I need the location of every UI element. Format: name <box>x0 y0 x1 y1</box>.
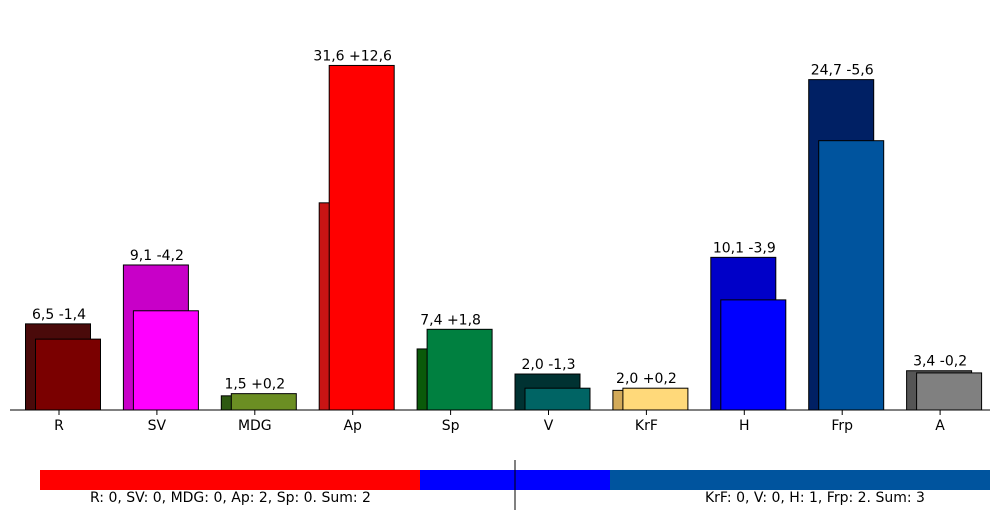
data-label-Sp: 7,4 +1,8 <box>420 312 481 328</box>
x-tick-label-Sp: Sp <box>442 418 460 434</box>
x-tick-label-KrF: KrF <box>635 418 658 434</box>
x-tick-label-Frp: Frp <box>831 418 853 434</box>
bar-current-V <box>524 387 591 411</box>
bar-current-A <box>916 372 983 411</box>
bar-current-R <box>35 338 101 411</box>
x-tick-label-R: R <box>54 418 64 434</box>
data-label-V: 2,0 -1,3 <box>521 357 575 373</box>
bar-current-Ap <box>328 64 395 411</box>
data-label-R: 6,5 -1,4 <box>32 307 86 323</box>
bar-current-SV <box>132 310 199 411</box>
seat-summary-right: KrF: 0, V: 0, H: 1, Frp: 2. Sum: 3 <box>705 490 925 506</box>
x-tick-label-MDG: MDG <box>238 418 272 434</box>
seat-segment-3 <box>610 470 990 490</box>
bar-current-MDG <box>230 393 297 411</box>
seat-summary-left: R: 0, SV: 0, MDG: 0, Ap: 2, Sp: 0. Sum: … <box>90 490 371 506</box>
x-tick-label-A: A <box>935 418 945 434</box>
bar-current-Frp <box>818 140 885 411</box>
bar-current-Sp <box>426 328 493 411</box>
seat-segment-1 <box>40 470 420 490</box>
data-label-A: 3,4 -0,2 <box>913 354 967 370</box>
x-tick-label-H: H <box>739 418 750 434</box>
data-label-Ap: 31,6 +12,6 <box>313 48 392 64</box>
data-label-KrF: 2,0 +0,2 <box>616 371 677 387</box>
data-label-MDG: 1,5 +0,2 <box>224 377 285 393</box>
data-label-H: 10,1 -3,9 <box>713 240 776 256</box>
data-label-SV: 9,1 -4,2 <box>130 248 184 264</box>
bar-current-KrF <box>622 387 689 411</box>
data-label-Frp: 24,7 -5,6 <box>811 63 874 79</box>
x-tick-label-Ap: Ap <box>343 418 362 434</box>
x-tick-label-SV: SV <box>148 418 167 434</box>
bar-current-H <box>720 299 787 411</box>
x-tick-label-V: V <box>544 418 554 434</box>
